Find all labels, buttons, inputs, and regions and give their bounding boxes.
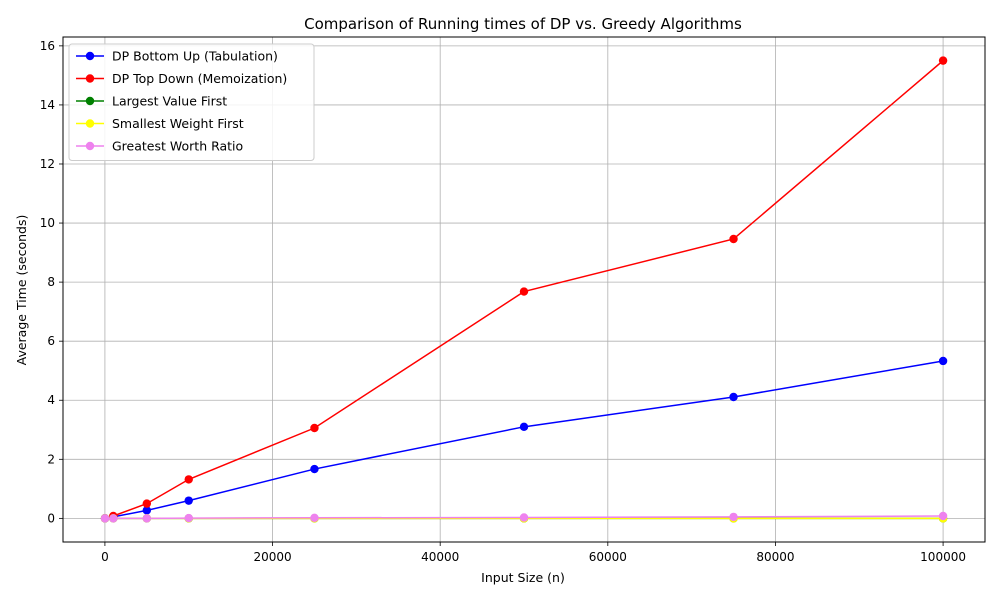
data-point: [519, 513, 529, 522]
y-tick-label: 2: [47, 452, 55, 466]
legend-box: [68, 43, 315, 161]
y-tick-label: 6: [47, 334, 55, 348]
series-line: [104, 60, 944, 520]
x-axis-ticks: 0 20000 40000 60000 80000 100000: [101, 542, 966, 564]
y-tick-label: 8: [47, 275, 55, 289]
data-point: [142, 514, 152, 523]
legend-marker: [85, 119, 95, 128]
data-point: [729, 234, 738, 244]
series-1: [100, 356, 948, 523]
data-point: [109, 514, 118, 523]
y-axis-ticks: 0 2 4 6 8 10 12 14 16: [40, 39, 63, 525]
legend-label: DP Bottom Up (Tabulation): [112, 49, 278, 64]
x-axis-label: Input Size (n): [481, 570, 565, 585]
x-tick-label: 100000: [920, 550, 966, 564]
y-axis-label: Average Time (seconds): [14, 215, 29, 366]
y-tick-label: 16: [40, 39, 55, 53]
data-point: [519, 422, 529, 432]
legend-item: Largest Value First: [76, 94, 227, 109]
legend: DP Bottom Up (Tabulation) DP Top Down (Me…: [68, 43, 315, 161]
series-line: [104, 360, 944, 520]
chart-title: Comparison of Running times of DP vs. Gr…: [304, 15, 742, 33]
y-tick-label: 0: [47, 511, 55, 525]
legend-item: Greatest Worth Ratio: [76, 139, 243, 154]
y-tick-label: 12: [40, 157, 55, 171]
legend-marker: [85, 74, 95, 83]
x-tick-label: 80000: [756, 550, 794, 564]
legend-item: DP Top Down (Memoization): [76, 71, 287, 86]
series-line: [104, 515, 944, 520]
data-point: [184, 496, 193, 505]
y-tick-label: 10: [40, 216, 55, 230]
data-point: [729, 392, 738, 402]
data-point: [184, 513, 193, 523]
data-point: [184, 475, 193, 484]
data-point: [729, 512, 738, 522]
data-point: [938, 356, 948, 366]
legend-label: Largest Value First: [112, 94, 227, 109]
legend-marker: [85, 96, 95, 106]
legend-marker: [85, 51, 95, 61]
series-5: [100, 511, 948, 523]
legend-item: Smallest Weight First: [76, 116, 244, 131]
data-point: [938, 511, 948, 521]
data-point: [519, 287, 529, 296]
x-tick-label: 20000: [253, 550, 291, 564]
legend-marker: [85, 141, 95, 151]
legend-label: Greatest Worth Ratio: [112, 139, 243, 154]
grid-lines: [63, 37, 985, 542]
x-tick-label: 0: [101, 550, 109, 564]
x-tick-label: 40000: [421, 550, 459, 564]
y-tick-label: 4: [47, 393, 55, 407]
data-point: [938, 56, 948, 65]
plot-frame: [62, 36, 986, 543]
y-tick-label: 14: [40, 98, 55, 112]
data-point: [142, 499, 152, 508]
legend-label: DP Top Down (Memoization): [112, 71, 287, 86]
legend-item: DP Bottom Up (Tabulation): [76, 49, 278, 64]
x-tick-label: 60000: [589, 550, 627, 564]
series-layer: [100, 56, 948, 523]
legend-label: Smallest Weight First: [112, 116, 244, 131]
data-point: [310, 464, 319, 474]
data-point: [310, 513, 319, 522]
data-point: [142, 506, 152, 515]
data-point: [310, 423, 319, 433]
data-point: [100, 514, 110, 523]
